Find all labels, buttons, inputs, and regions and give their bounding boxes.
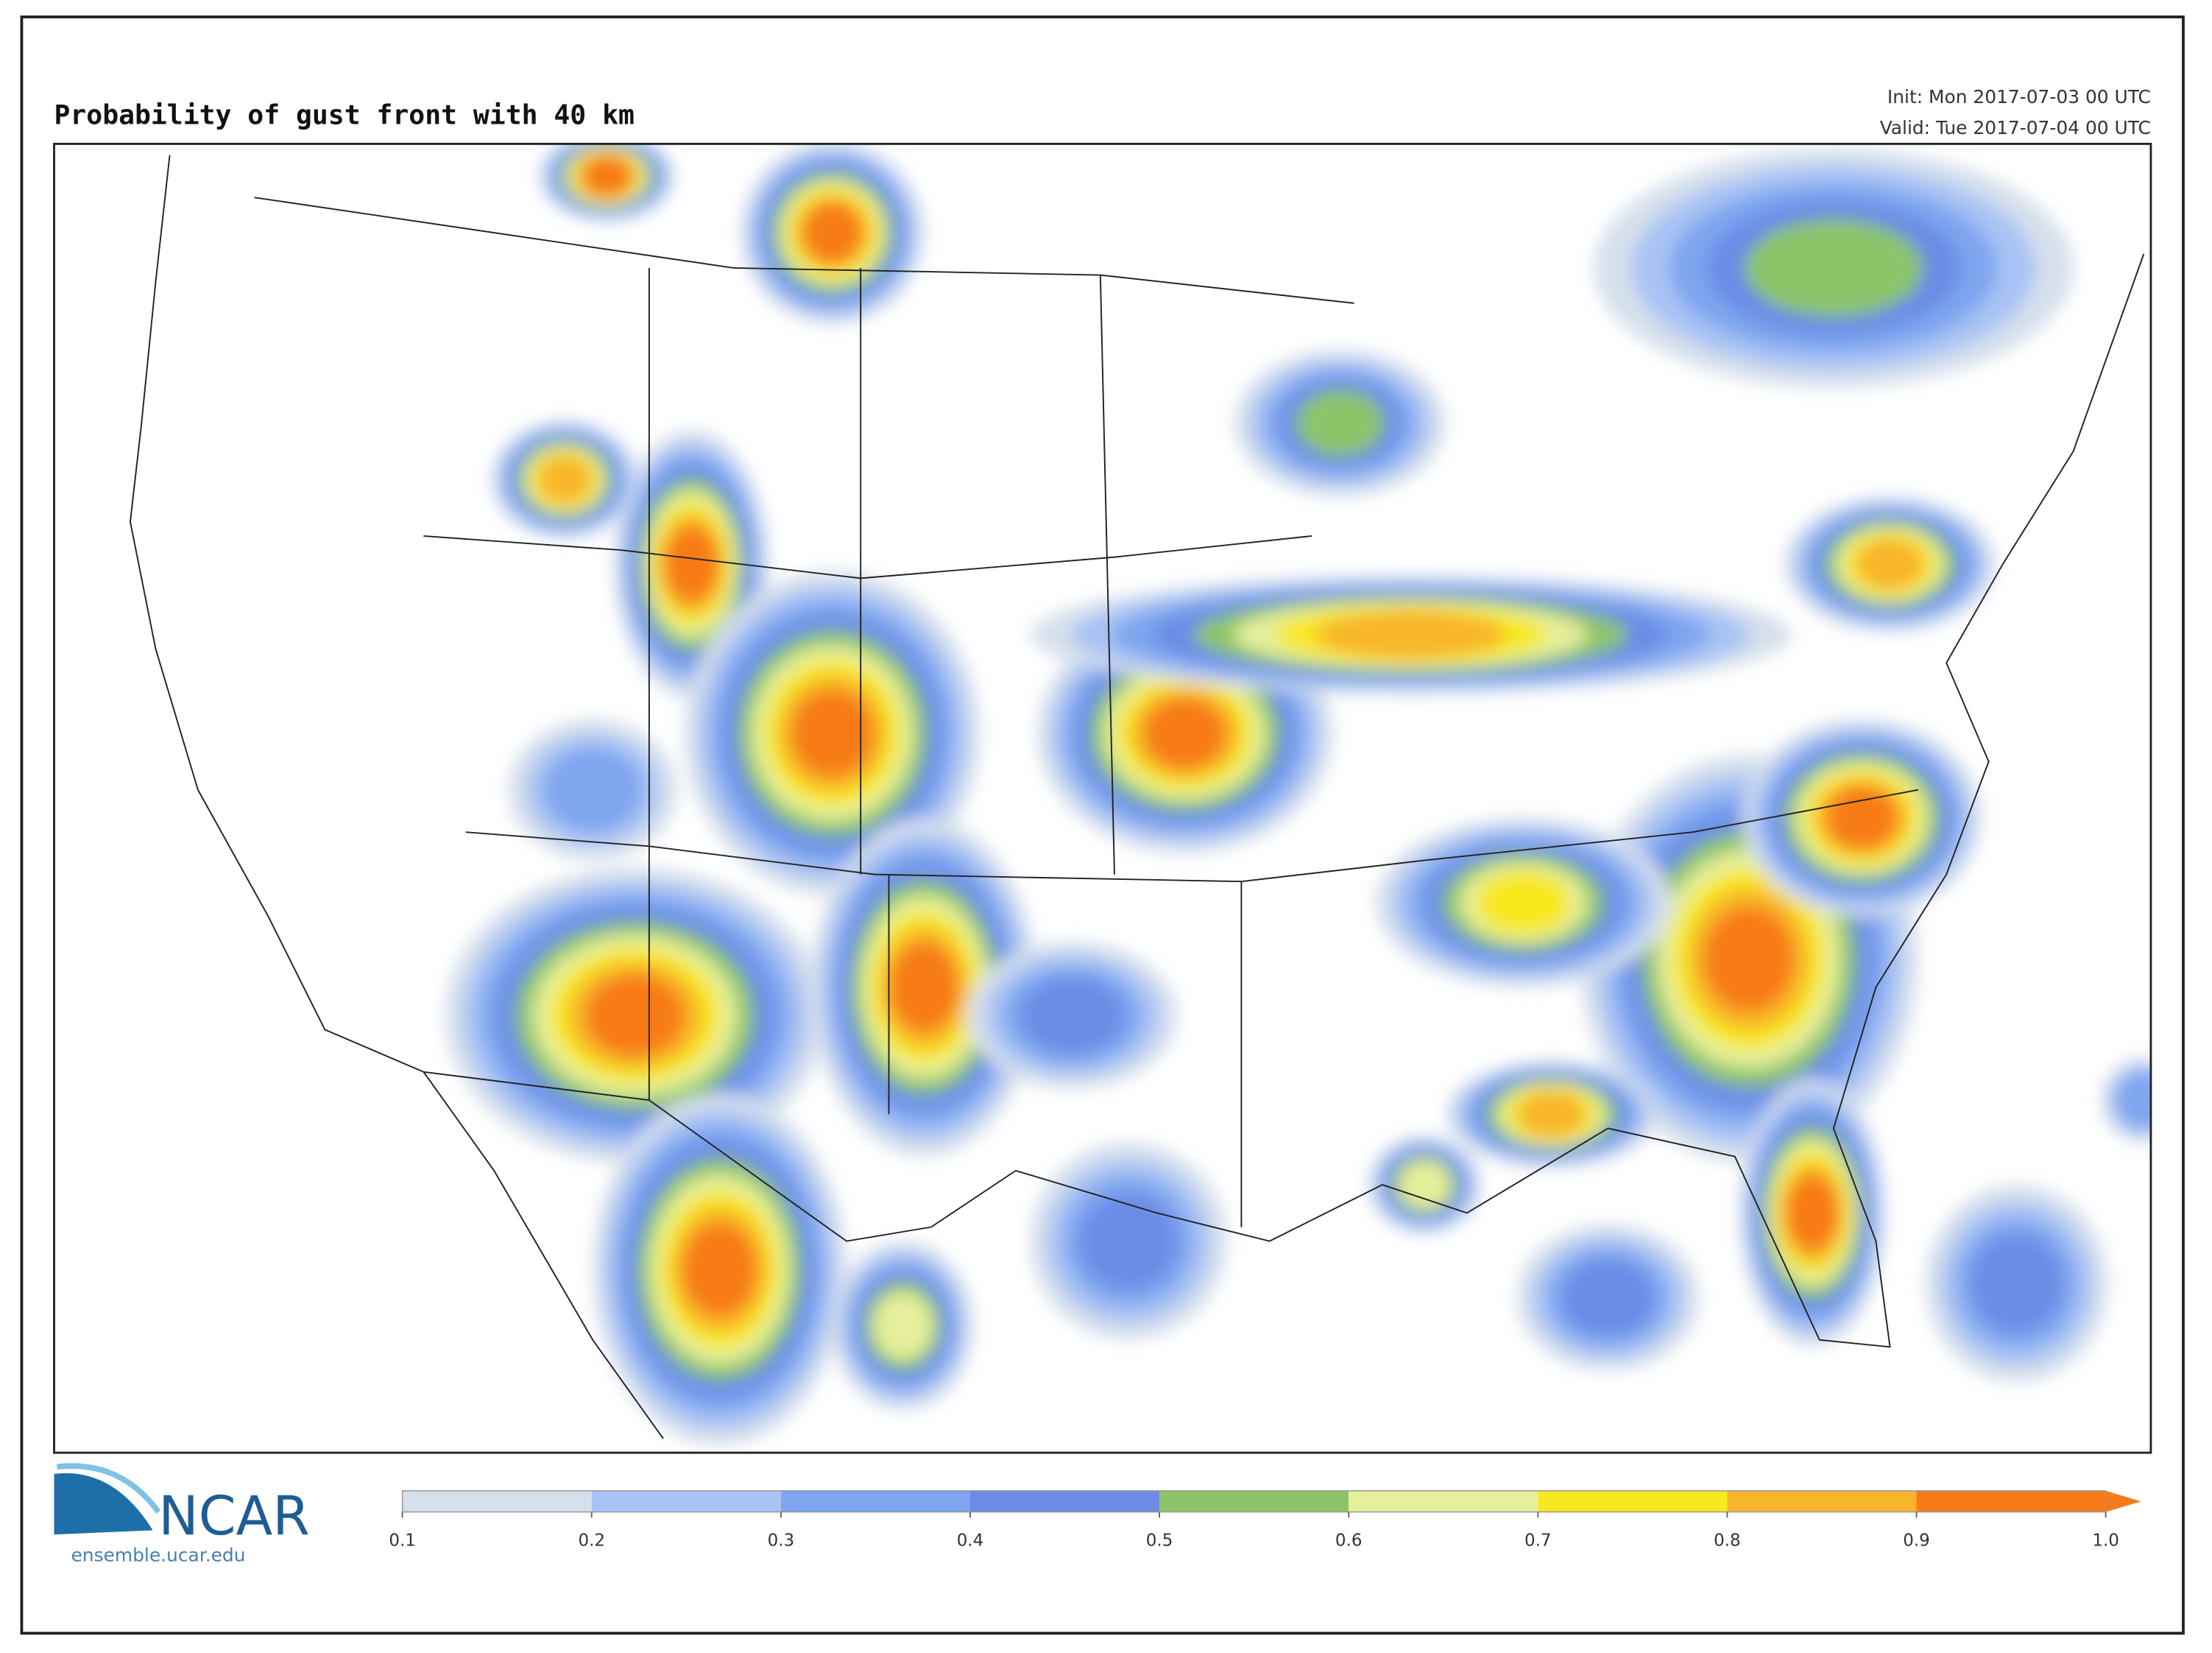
probability-contour: [890, 942, 958, 1033]
probability-contour: [1971, 1236, 2063, 1332]
probability-contour: [872, 1291, 933, 1361]
logo-name: NCAR: [158, 1485, 310, 1548]
probability-contour: [2116, 1071, 2151, 1129]
probability-contour: [802, 202, 863, 263]
probability-contour: [1021, 977, 1123, 1054]
colorbar-segment: [1538, 1490, 1728, 1512]
colorbar-segment: [969, 1490, 1160, 1512]
valid-time: Valid: Tue 2017-07-04 00 UTC: [1880, 117, 2151, 138]
map-frame: [53, 142, 2152, 1454]
colorbar-segment: [1159, 1490, 1349, 1512]
probability-contour: [1855, 538, 1925, 591]
colorbar-tick-label: 0.1: [389, 1531, 416, 1550]
colorbar: 0.1 0.2 0.3 0.4 0.5 0.6 0.7 0.8 0.9 1.0: [389, 1490, 2141, 1550]
colorbar-tick-label: 0.2: [578, 1531, 605, 1550]
probability-contour: [1516, 1091, 1586, 1138]
probability-contour: [582, 155, 632, 197]
colorbar-tick-label: 1.0: [2092, 1531, 2119, 1550]
probability-contour: [664, 526, 718, 602]
probability-contour: [1081, 1193, 1177, 1289]
probability-contour: [1826, 786, 1898, 850]
colorbar-segment: [591, 1490, 781, 1512]
coastline: [129, 155, 2145, 1439]
probability-contour: [585, 974, 685, 1057]
probability-contour: [682, 1222, 757, 1317]
colorbar-segment: [1727, 1490, 1917, 1512]
borders: [129, 155, 2145, 1439]
colorbar-tick-label: 0.3: [768, 1531, 795, 1550]
colorbar-segment: [1916, 1490, 2106, 1512]
probability-contour: [1786, 1174, 1839, 1252]
probability-contour: [537, 455, 592, 504]
logo-arc: [56, 1463, 161, 1514]
colorbar-tick-label: 0.8: [1714, 1531, 1741, 1550]
colorbar-arrow: [2105, 1490, 2141, 1512]
probability-contour: [543, 747, 643, 833]
probability-contour: [1475, 870, 1572, 935]
probability-contour: [791, 689, 874, 778]
map-title: Probability of gust front with 40 km: [54, 99, 635, 131]
probability-contour: [1563, 1259, 1653, 1336]
ncar-logo: NCAR ensemble.ucar.edu: [54, 1463, 310, 1565]
probability-contour: [1295, 389, 1385, 457]
init-time: Init: Mon 2017-07-03 00 UTC: [1887, 86, 2151, 108]
colorbar-segment: [780, 1490, 970, 1512]
logo-mark: [54, 1473, 153, 1535]
probability-contour: [1398, 1160, 1451, 1209]
state-lines: [254, 197, 1919, 1227]
probability-contour: [1744, 218, 1923, 317]
probability-contour: [1703, 906, 1795, 1012]
colorbar-tick-label: 0.5: [1146, 1531, 1173, 1550]
probability-field: [445, 144, 2151, 1446]
colorbar-tick-label: 0.7: [1524, 1531, 1552, 1550]
colorbar-tick-label: 0.6: [1335, 1531, 1363, 1550]
logo-url: ensemble.ucar.edu: [71, 1544, 246, 1565]
probability-contour: [1144, 698, 1226, 769]
probability-contour: [1315, 610, 1507, 659]
colorbar-tick-label: 0.4: [957, 1531, 984, 1550]
colorbar-segment: [1349, 1490, 1538, 1512]
colorbar-outline: [401, 1490, 2107, 1513]
colorbar-tick-label: 0.9: [1903, 1531, 1930, 1550]
colorbar-segment: [402, 1490, 592, 1512]
